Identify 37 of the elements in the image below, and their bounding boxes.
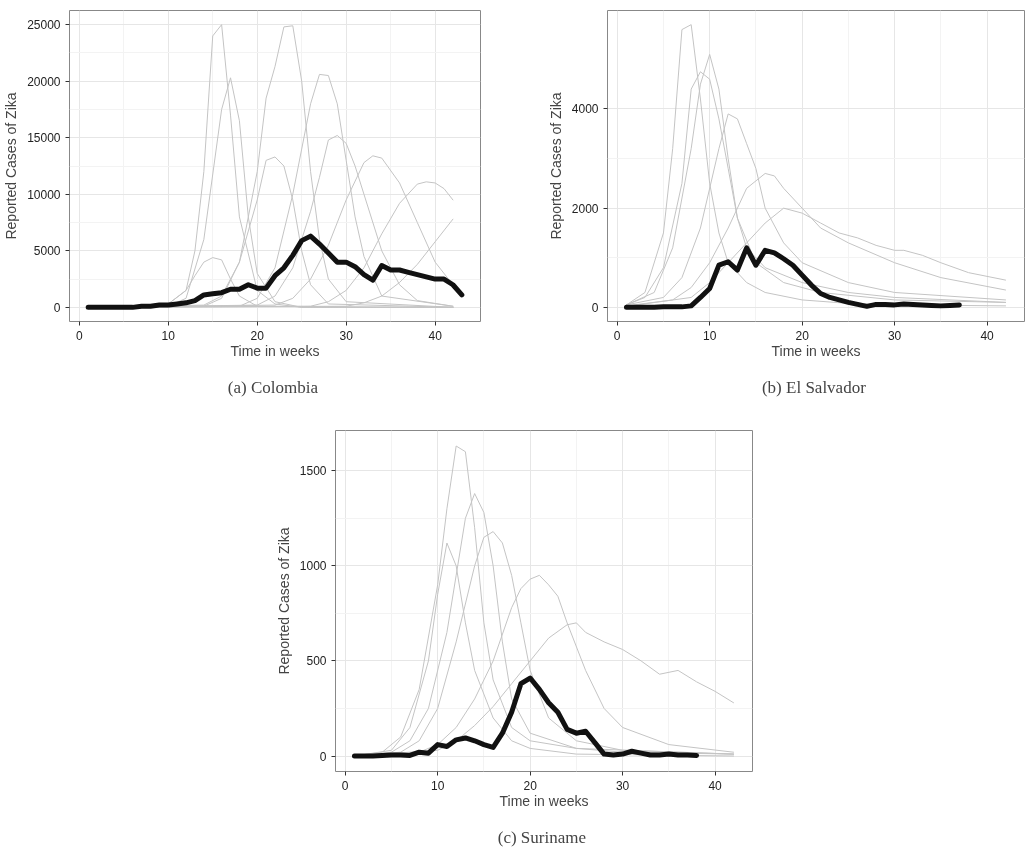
x-tick-label: 40 [980,328,995,343]
x-tick-label: 0 [341,778,349,793]
y-tick-label: 10000 [27,187,61,202]
y-tick-label: 20000 [27,74,61,89]
x-tick-label: 30 [615,778,630,793]
x-axis-title: Time in weeks [230,342,320,359]
y-axis-title: Reported Cases of Zika [275,527,292,675]
y-tick-label: 15000 [27,131,61,146]
y-tick-label: 5000 [33,244,61,259]
y-tick-label: 0 [53,300,61,315]
x-axis-title: Time in weeks [771,342,861,359]
x-tick-label: 30 [887,328,902,343]
x-tick-label: 20 [523,778,538,793]
y-tick-label: 2000 [571,201,599,216]
x-tick-label: 40 [708,778,723,793]
y-tick-label: 4000 [571,102,599,117]
x-tick-label: 10 [703,328,717,343]
x-tick-label: 0 [75,328,83,343]
x-tick-label: 0 [613,328,621,343]
y-axis-title: Reported Cases of Zika [547,92,564,240]
y-tick-label: 0 [319,749,327,764]
text: (c) Suriname [497,827,587,847]
x-tick-label: 40 [428,328,443,343]
x-tick-label: 20 [250,328,265,343]
y-tick-label: 0 [591,300,599,315]
x-tick-label: 20 [795,328,810,343]
text: (a) Colombia [227,377,319,397]
y-tick-label: 1000 [299,559,327,574]
x-axis-title: Time in weeks [499,792,589,809]
y-tick-label: 500 [306,654,327,669]
x-tick-label: 10 [161,328,176,343]
y-tick-label: 1500 [299,464,327,479]
x-tick-label: 30 [339,328,354,343]
text: (b) El Salvador [761,377,867,397]
y-axis-title: Reported Cases of Zika [3,92,20,240]
x-tick-label: 10 [431,778,445,793]
y-tick-label: 25000 [27,18,61,33]
